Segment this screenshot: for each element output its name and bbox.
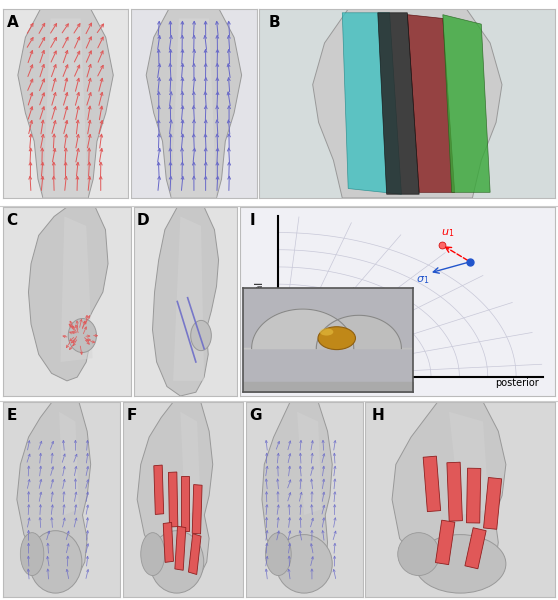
Ellipse shape bbox=[68, 319, 97, 353]
FancyBboxPatch shape bbox=[447, 462, 463, 521]
Polygon shape bbox=[146, 9, 242, 198]
Text: F: F bbox=[126, 408, 137, 423]
Ellipse shape bbox=[150, 530, 204, 593]
Polygon shape bbox=[43, 19, 88, 198]
Ellipse shape bbox=[415, 535, 506, 593]
Ellipse shape bbox=[29, 530, 82, 593]
Polygon shape bbox=[59, 412, 79, 515]
Ellipse shape bbox=[21, 533, 44, 575]
FancyBboxPatch shape bbox=[435, 520, 455, 565]
FancyBboxPatch shape bbox=[154, 465, 163, 514]
Ellipse shape bbox=[191, 320, 211, 350]
Polygon shape bbox=[407, 14, 455, 193]
Polygon shape bbox=[378, 13, 419, 194]
FancyBboxPatch shape bbox=[181, 476, 189, 530]
Polygon shape bbox=[443, 14, 490, 193]
Text: H: H bbox=[371, 408, 384, 423]
Polygon shape bbox=[18, 9, 113, 198]
Text: A: A bbox=[7, 14, 18, 29]
Text: D: D bbox=[137, 212, 150, 227]
FancyBboxPatch shape bbox=[466, 468, 481, 523]
FancyBboxPatch shape bbox=[192, 485, 202, 534]
Polygon shape bbox=[297, 412, 321, 515]
Polygon shape bbox=[60, 217, 93, 362]
FancyBboxPatch shape bbox=[423, 456, 441, 512]
Polygon shape bbox=[171, 19, 217, 198]
Polygon shape bbox=[342, 13, 401, 194]
FancyBboxPatch shape bbox=[169, 472, 178, 527]
FancyBboxPatch shape bbox=[465, 528, 486, 569]
Text: B: B bbox=[268, 14, 280, 29]
Text: I: I bbox=[249, 212, 255, 227]
Polygon shape bbox=[392, 402, 506, 591]
Polygon shape bbox=[180, 412, 201, 515]
Text: C: C bbox=[7, 212, 18, 227]
Text: $\sigma_1$: $\sigma_1$ bbox=[416, 275, 430, 286]
Polygon shape bbox=[137, 402, 213, 587]
Polygon shape bbox=[262, 402, 332, 591]
Polygon shape bbox=[449, 412, 489, 515]
Polygon shape bbox=[17, 402, 90, 587]
FancyBboxPatch shape bbox=[189, 533, 201, 575]
Text: E: E bbox=[6, 408, 17, 423]
Polygon shape bbox=[173, 217, 204, 381]
Polygon shape bbox=[312, 9, 502, 198]
FancyBboxPatch shape bbox=[175, 526, 186, 570]
Ellipse shape bbox=[276, 535, 332, 593]
FancyBboxPatch shape bbox=[484, 478, 502, 529]
Text: G: G bbox=[249, 408, 262, 423]
Polygon shape bbox=[152, 207, 219, 396]
Polygon shape bbox=[28, 207, 108, 381]
Text: $u_1$: $u_1$ bbox=[441, 227, 455, 239]
Ellipse shape bbox=[398, 533, 440, 575]
Ellipse shape bbox=[266, 533, 291, 575]
FancyBboxPatch shape bbox=[163, 523, 174, 562]
Text: medial: medial bbox=[254, 281, 264, 314]
Text: posterior: posterior bbox=[496, 379, 539, 388]
Ellipse shape bbox=[141, 533, 165, 575]
